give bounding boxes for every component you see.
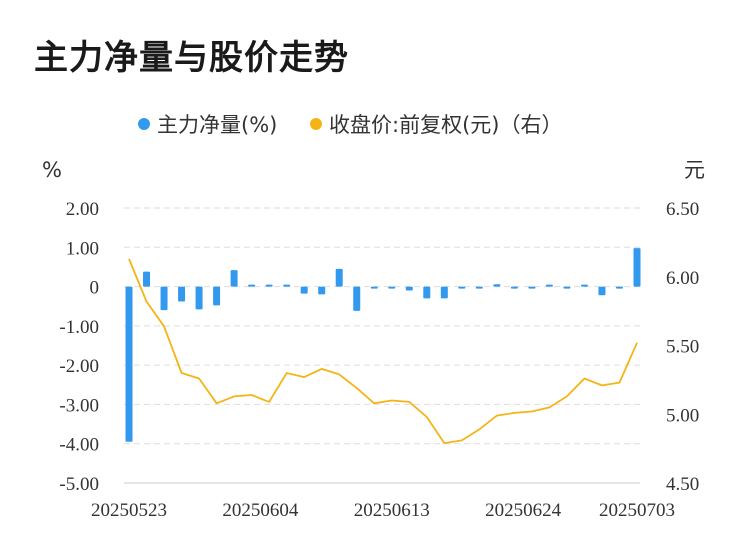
bar — [318, 286, 326, 295]
bar — [178, 286, 186, 302]
chart-title: 主力净量与股价走势 — [34, 38, 349, 78]
right-tick-label: 6.00 — [666, 268, 699, 289]
bar — [405, 286, 413, 291]
line-series — [128, 258, 638, 445]
bar — [423, 286, 431, 299]
x-tick-label: 20250613 — [354, 500, 430, 521]
right-tick-label: 6.50 — [666, 199, 699, 220]
price-line — [128, 258, 638, 445]
bar — [440, 286, 448, 299]
left-tick-label: -1.00 — [59, 317, 99, 338]
left-tick-label: 1.00 — [66, 238, 99, 259]
x-axis-ticks: 20250523 20250604 20250613 20250624 20250703 — [91, 500, 675, 521]
right-axis-unit: 元 — [684, 158, 705, 182]
bar — [563, 286, 571, 289]
bar — [615, 286, 623, 289]
x-tick-label: 20250604 — [222, 500, 299, 521]
x-tick-label: 20250624 — [485, 500, 562, 521]
bar — [160, 286, 168, 311]
bar — [545, 284, 553, 287]
right-axis-ticks: 6.50 6.00 5.50 5.00 4.50 — [666, 199, 699, 495]
bar — [388, 286, 396, 289]
legend-marker-bar — [138, 118, 150, 130]
bar — [458, 286, 466, 289]
bar-series — [125, 248, 641, 442]
bar — [528, 286, 536, 289]
bar — [580, 284, 588, 287]
bar — [475, 286, 483, 289]
bar — [248, 284, 256, 287]
legend-marker-line — [310, 118, 322, 130]
right-tick-label: 5.50 — [666, 337, 699, 358]
left-tick-label: -3.00 — [59, 395, 99, 416]
left-axis-unit: % — [42, 158, 62, 182]
bar — [265, 284, 273, 287]
bar — [195, 286, 203, 310]
bar — [598, 286, 606, 296]
left-tick-label: -5.00 — [59, 474, 99, 495]
left-tick-label: 2.00 — [66, 199, 99, 220]
bar — [125, 286, 133, 442]
left-tick-label: -4.00 — [59, 435, 99, 456]
bar — [510, 286, 518, 289]
left-tick-label: -2.00 — [59, 356, 99, 377]
bar — [213, 286, 221, 306]
x-tick-label: 20250523 — [91, 500, 167, 521]
left-tick-label: 0 — [90, 278, 100, 299]
bar — [633, 248, 641, 287]
right-tick-label: 4.50 — [666, 474, 699, 495]
bar — [230, 270, 238, 287]
bar — [283, 284, 291, 287]
bar — [143, 271, 151, 287]
bar — [493, 284, 501, 287]
bar — [353, 286, 361, 311]
bar — [335, 268, 343, 287]
right-tick-label: 5.00 — [666, 405, 699, 426]
bar — [300, 286, 308, 294]
legend-label-bar: 主力净量(%) — [157, 113, 277, 137]
left-axis-ticks: 2.00 1.00 0 -1.00 -2.00 -3.00 -4.00 -5.00 — [59, 199, 99, 495]
bar — [370, 286, 378, 289]
legend-label-line: 收盘价:前复权(元)（右） — [329, 113, 562, 137]
gridlines — [124, 207, 640, 484]
x-tick-label: 20250703 — [599, 500, 675, 521]
